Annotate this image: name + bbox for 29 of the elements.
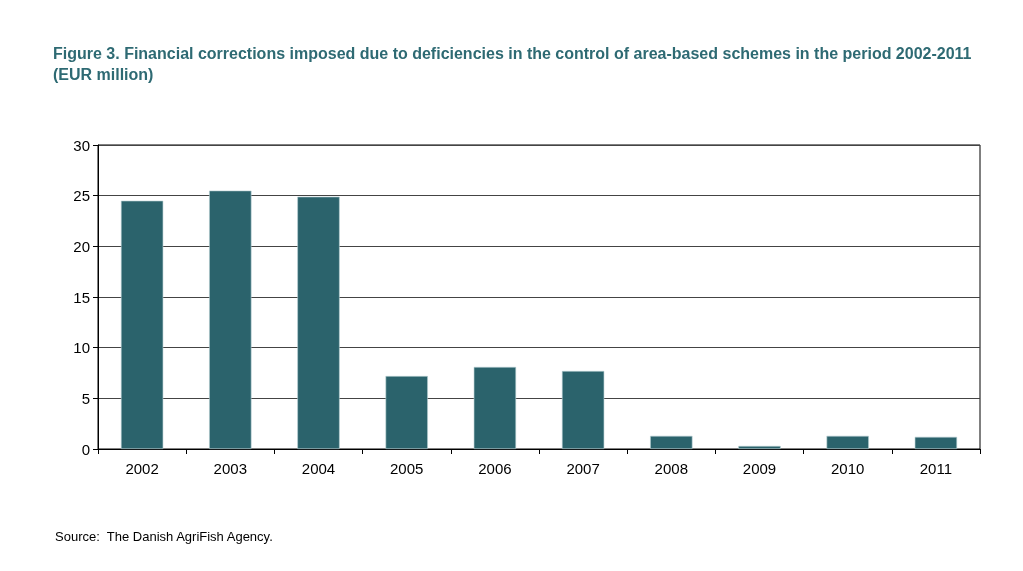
y-tick-label: 30 [73, 136, 90, 154]
x-tick-label: 2011 [919, 460, 953, 477]
x-tick-label: 2007 [566, 460, 600, 477]
bar [473, 366, 517, 449]
y-tick-label: 0 [81, 440, 90, 458]
x-tick-label: 2008 [654, 460, 688, 477]
y-tick-label: 15 [73, 288, 90, 306]
bar [738, 445, 781, 449]
y-tick-label: 25 [73, 187, 90, 205]
x-tick-label: 2002 [125, 460, 159, 477]
bar [826, 435, 869, 449]
bar [209, 190, 252, 449]
x-tick-label: 2009 [742, 460, 777, 477]
x-tick-label: 2006 [478, 460, 512, 477]
x-tick-label: 2004 [301, 460, 336, 477]
source-note: Source: The Danish AgriFish Agency. [55, 529, 273, 544]
bar [120, 200, 164, 449]
y-tick-label: 10 [73, 339, 90, 357]
chart-title: Figure 3. Financial corrections imposed due to deficiencies in the control of area-based schemes in the period 2002-2011 (EUR million) [53, 45, 972, 83]
bar [385, 376, 428, 449]
bar [561, 370, 605, 449]
x-tick-label: 2003 [213, 460, 247, 477]
bar [914, 436, 958, 449]
x-tick-label: 2005 [390, 460, 424, 477]
bar [297, 196, 340, 449]
x-tick-label: 2010 [831, 460, 865, 477]
bar [650, 435, 693, 449]
y-tick-label: 20 [73, 237, 90, 255]
y-tick-label: 5 [81, 389, 90, 407]
